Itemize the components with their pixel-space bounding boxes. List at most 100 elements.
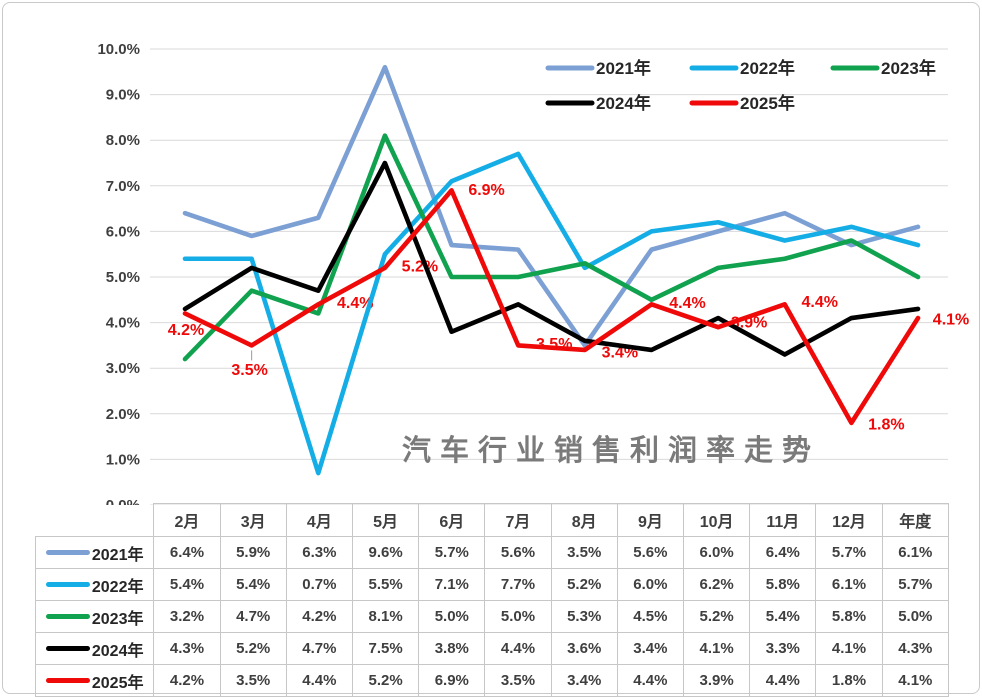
table-row-header-2021年: 2021年 [34,536,155,569]
series-line-2023年 [182,133,921,362]
data-label: 4.2% [168,322,204,339]
table-cell: 3.6% [550,632,618,665]
table-cell: 4.2% [153,664,221,697]
series-line-2021年 [182,64,921,348]
table-col-header: 4月 [285,503,353,537]
row-header-label: 2022年 [91,578,144,596]
table-cell: 5.2% [219,632,287,665]
table-cell: 4.4% [285,664,353,697]
data-label: 4.4% [802,294,838,311]
data-table: 2月 3月 4月 5月 6月 7月 8月 9月 10月 11月 12月 年度 2021年 6.4% 5.9%… [34,503,950,697]
y-tick-label: 5.0% [106,269,140,286]
table-col-header: 2月 [153,503,221,537]
data-label: 1.8% [868,416,904,433]
table-cell: 5.7% [881,568,950,601]
table-cell: 3.2% [153,600,221,633]
table-cell: 5.9% [219,536,287,569]
table-col-header: 12月 [815,503,883,537]
table-row: 2023年 3.2% 4.7% 4.2% 8.1% 5.0% 5.0% 5.3% 4.5% 5.2… [34,600,950,633]
table-cell: 5.7% [815,536,883,569]
table-corner-cell [36,504,154,537]
table-cell: 5.7% [418,536,486,569]
row-header-label: 2021年 [91,546,144,564]
data-label: 5.2% [402,258,438,275]
table-cell: 6.4% [749,536,817,569]
table-cell: 4.1% [881,664,950,697]
row-header-label: 2023年 [91,610,144,628]
y-tick-label: 7.0% [106,178,140,195]
series-line-2024年 [182,160,921,357]
table-cell: 4.1% [682,632,751,665]
y-tick-label: 4.0% [106,315,140,332]
y-tick-label: 9.0% [106,87,140,104]
data-label: 4.4% [669,295,705,312]
table-col-header: 10月 [682,503,751,537]
table-row: 2022年 5.4% 5.4% 0.7% 5.5% 7.1% 7.7% 5.2% 6.0% 6.2… [34,568,950,601]
table-row: 2025年 4.2% 3.5% 4.4% 5.2% 6.9% 3.5% 3.4% 4.4% 3.9… [34,664,950,697]
profit-margin-line-chart: 0.0% 1.0% 2.0% 3.0% 4.0% 5.0% 6.0% 7.0% 8.0% 9.0%… [97,41,969,505]
table-cell: 7.1% [418,568,486,601]
table-row-header-2023年: 2023年 [34,600,155,633]
table-cell: 4.4% [749,664,817,697]
table-cell: 3.3% [749,632,817,665]
table-cell: 3.5% [550,536,618,569]
y-tick-label: 10.0% [97,41,140,58]
table-cell: 5.4% [219,568,287,601]
table-cell: 3.4% [616,632,685,665]
table-cell: 9.6% [351,536,420,569]
table-row: 2021年 6.4% 5.9% 6.3% 9.6% 5.7% 5.6% 3.5% 5.6% 6.0… [34,536,950,569]
series-line-2025年 [182,188,921,426]
table-cell: 3.9% [682,664,751,697]
legend-key-icon [45,646,90,651]
table-row-header-2022年: 2022年 [34,568,155,601]
legend-key-icon [45,582,90,587]
data-label: 6.9% [468,182,504,199]
data-label: 4.4% [337,295,373,312]
table-cell: 5.3% [550,600,618,633]
table-col-header: 11月 [749,503,817,537]
table-cell: 6.4% [153,536,221,569]
table-cell: 4.7% [219,600,287,633]
table-row: 2024年 4.3% 5.2% 4.7% 7.5% 3.8% 4.4% 3.6% 3.4% 4.1… [34,632,950,665]
table-cell: 6.1% [881,536,950,569]
legend-item-2024年: 2024年 [596,93,651,113]
table-row-header-2025年: 2025年 [34,664,155,697]
table-cell: 4.4% [484,632,552,665]
table-cell: 4.1% [815,632,883,665]
table-cell: 4.5% [616,600,685,633]
table-cell: 5.2% [550,568,618,601]
table-col-header: 8月 [550,503,618,537]
table-cell: 6.9% [418,664,486,697]
y-tick-label: 8.0% [106,132,140,149]
table-col-header: 5月 [351,503,420,537]
row-header-label: 2024年 [91,642,144,660]
legend-item-2022年: 2022年 [740,58,795,78]
table-cell: 7.5% [351,632,420,665]
table-cell: 5.8% [749,568,817,601]
table-cell: 5.0% [484,600,552,633]
table-cell: 6.2% [682,568,751,601]
table-cell: 8.1% [351,600,420,633]
series-line-2022年 [182,151,921,476]
table-cell: 6.3% [285,536,353,569]
y-tick-label: 0.0% [106,497,140,505]
table-cell: 1.8% [815,664,883,697]
table-col-header: 9月 [616,503,685,537]
data-label: 4.1% [933,312,969,329]
table-cell: 0.7% [285,568,353,601]
table-cell: 3.5% [484,664,552,697]
table-col-header: 年度 [881,503,950,537]
table-cell: 4.2% [285,600,353,633]
y-tick-label: 6.0% [106,223,140,240]
table-cell: 5.4% [153,568,221,601]
table-cell: 5.8% [815,600,883,633]
legend-item-2025年: 2025年 [740,93,795,113]
table-cell: 5.4% [749,600,817,633]
legend-item-2021年: 2021年 [596,58,651,78]
table-cell: 5.0% [881,600,950,633]
table-col-header: 6月 [418,503,486,537]
table-cell: 3.5% [219,664,287,697]
table-cell: 5.2% [682,600,751,633]
table-cell: 5.2% [351,664,420,697]
table-cell: 6.0% [616,568,685,601]
